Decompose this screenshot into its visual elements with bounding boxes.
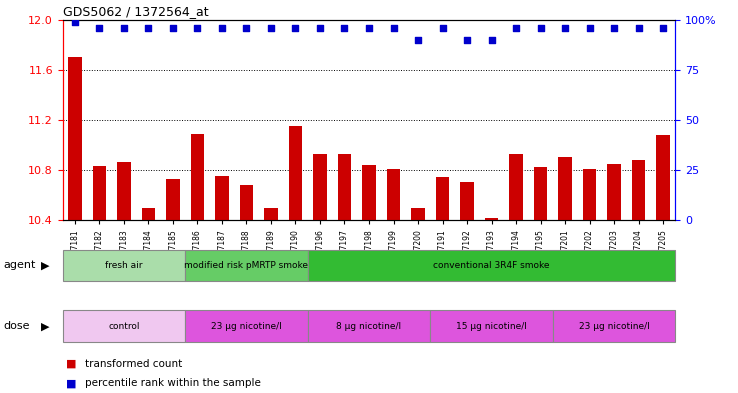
Text: conventional 3R4F smoke: conventional 3R4F smoke	[433, 261, 550, 270]
Text: ▶: ▶	[41, 260, 49, 270]
Bar	[632, 160, 645, 393]
Point	[608, 24, 620, 31]
Text: 23 µg nicotine/l: 23 µg nicotine/l	[211, 322, 282, 331]
Bar	[142, 208, 155, 393]
Text: modified risk pMRTP smoke: modified risk pMRTP smoke	[184, 261, 308, 270]
Bar	[117, 162, 131, 393]
Bar	[583, 169, 596, 393]
Bar	[485, 218, 498, 393]
Text: 15 µg nicotine/l: 15 µg nicotine/l	[456, 322, 527, 331]
Point	[363, 24, 375, 31]
Bar	[461, 182, 474, 393]
Bar	[264, 208, 277, 393]
Point	[584, 24, 596, 31]
Point	[437, 24, 449, 31]
Point	[657, 24, 669, 31]
Bar	[558, 158, 572, 393]
Bar	[185, 310, 308, 342]
Bar	[68, 57, 82, 393]
Bar	[553, 310, 675, 342]
Bar	[63, 250, 185, 281]
Bar	[215, 176, 229, 393]
Text: agent: agent	[4, 260, 36, 270]
Point	[559, 24, 571, 31]
Text: dose: dose	[4, 321, 30, 331]
Point	[387, 24, 399, 31]
Bar	[313, 154, 327, 393]
Bar	[240, 185, 253, 393]
Point	[142, 24, 154, 31]
Text: 8 µg nicotine/l: 8 µg nicotine/l	[337, 322, 401, 331]
Text: ■: ■	[66, 378, 77, 388]
Point	[94, 24, 106, 31]
Text: transformed count: transformed count	[85, 358, 182, 369]
Bar	[362, 165, 376, 393]
Point	[69, 18, 81, 25]
Bar	[63, 310, 185, 342]
Point	[241, 24, 252, 31]
Point	[216, 24, 228, 31]
Point	[461, 37, 473, 43]
Bar	[509, 154, 523, 393]
Point	[118, 24, 130, 31]
Text: percentile rank within the sample: percentile rank within the sample	[85, 378, 261, 388]
Bar	[308, 310, 430, 342]
Bar	[190, 134, 204, 393]
Text: ■: ■	[66, 358, 77, 369]
Bar	[607, 164, 621, 393]
Bar	[411, 208, 425, 393]
Point	[510, 24, 522, 31]
Point	[289, 24, 301, 31]
Bar	[93, 166, 106, 393]
Text: 23 µg nicotine/l: 23 µg nicotine/l	[579, 322, 649, 331]
Bar	[166, 179, 180, 393]
Bar	[185, 250, 308, 281]
Bar	[289, 126, 303, 393]
Bar	[338, 154, 351, 393]
Point	[632, 24, 644, 31]
Bar	[435, 178, 449, 393]
Bar	[430, 310, 553, 342]
Text: ▶: ▶	[41, 321, 49, 331]
Bar	[534, 167, 548, 393]
Bar	[308, 250, 675, 281]
Point	[534, 24, 546, 31]
Point	[265, 24, 277, 31]
Point	[412, 37, 424, 43]
Bar	[387, 169, 400, 393]
Text: GDS5062 / 1372564_at: GDS5062 / 1372564_at	[63, 6, 208, 18]
Text: fresh air: fresh air	[106, 261, 142, 270]
Point	[486, 37, 497, 43]
Point	[192, 24, 204, 31]
Point	[167, 24, 179, 31]
Point	[339, 24, 351, 31]
Text: control: control	[108, 322, 139, 331]
Bar	[656, 135, 670, 393]
Point	[314, 24, 326, 31]
